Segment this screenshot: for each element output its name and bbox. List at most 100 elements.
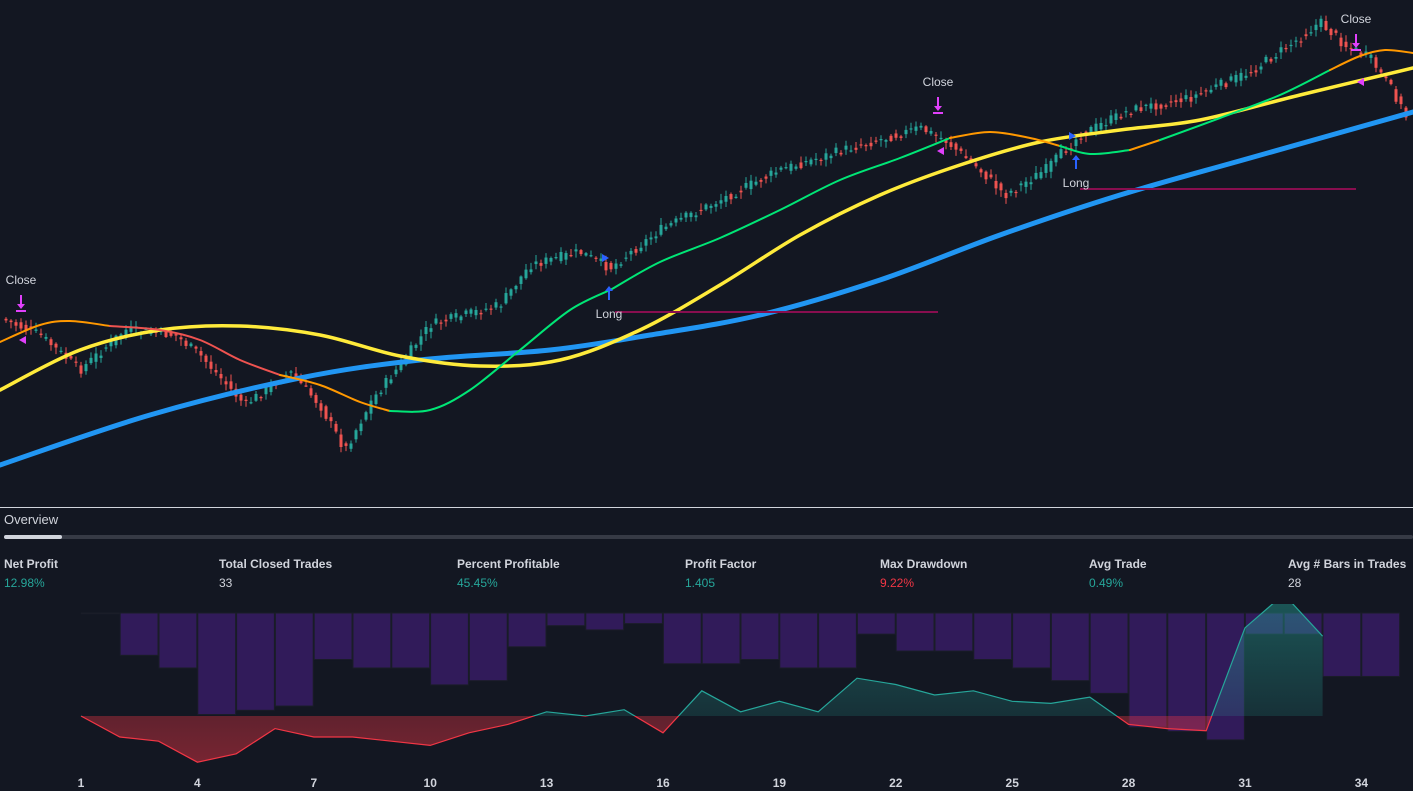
metric-value: 28 — [1288, 576, 1302, 590]
candle-body — [629, 250, 633, 255]
candle-body — [774, 172, 778, 175]
candle-body — [1004, 192, 1008, 199]
candle-body — [209, 361, 213, 369]
candle-body — [1029, 182, 1033, 185]
candle-body — [24, 324, 28, 331]
candle-body — [1134, 105, 1138, 111]
candle-body — [509, 289, 513, 296]
candle-body — [1284, 47, 1288, 50]
candle-body — [1089, 126, 1093, 134]
candle-body — [334, 423, 338, 432]
candle-body — [1239, 72, 1243, 81]
drawdown-bar — [80, 612, 120, 615]
overview-scrollbar-track[interactable] — [4, 535, 1413, 539]
candle-body — [19, 322, 23, 329]
candle-body — [449, 314, 453, 319]
candle-body — [1114, 113, 1118, 120]
candle-body — [1139, 107, 1143, 112]
candle-body — [269, 383, 273, 393]
candle-body — [964, 156, 968, 159]
candle-body — [1349, 48, 1353, 50]
arrow-head — [17, 304, 25, 309]
candle-body — [819, 159, 823, 162]
candle-body — [434, 318, 438, 324]
candle-body — [959, 148, 963, 151]
entry-marker-icon — [602, 254, 609, 262]
candle-body — [824, 153, 828, 160]
candle-body — [1254, 70, 1258, 73]
signal-label: Close — [923, 75, 954, 89]
candle-body — [229, 381, 233, 389]
candle-body — [1234, 74, 1238, 83]
candle-body — [169, 331, 173, 336]
candle-body — [294, 373, 298, 379]
equity-line-positive — [81, 604, 1324, 716]
drawdown-bar — [1361, 612, 1401, 677]
candle-body — [1289, 44, 1293, 47]
signal-close: Close — [923, 75, 954, 114]
candle-body — [54, 343, 58, 348]
equity-positive-area — [81, 604, 1323, 716]
candle-body — [1264, 56, 1268, 63]
x-tick-label: 13 — [540, 776, 554, 790]
candle-body — [669, 223, 673, 226]
candle-body — [484, 308, 488, 310]
metric-value: 1.405 — [685, 576, 716, 590]
close-arrow-icon — [1351, 34, 1361, 51]
candle-body — [534, 261, 538, 265]
candle-body — [704, 204, 708, 210]
candle-body — [999, 183, 1003, 191]
candle-body — [469, 309, 473, 314]
panel-divider[interactable] — [0, 507, 1413, 508]
drawdown-bar — [779, 612, 819, 669]
drawdown-bar — [119, 612, 159, 656]
metric-label: Total Closed Trades — [219, 557, 333, 571]
ma-fast-segment — [0, 319, 111, 343]
candle-body — [599, 258, 603, 261]
signal-label: Close — [1341, 12, 1372, 26]
candle-body — [174, 334, 178, 336]
candle-body — [359, 423, 363, 432]
candle-body — [84, 364, 88, 372]
overview-scrollbar-thumb[interactable] — [4, 535, 62, 539]
candle-body — [814, 158, 818, 160]
candle-body — [724, 195, 728, 202]
long-arrow-icon — [1072, 155, 1080, 169]
candle-body — [624, 257, 628, 259]
equity-chart[interactable]: 1 4 7 10 13 16 19 22 25 28 31 34 — [0, 604, 1413, 791]
price-chart[interactable]: Close Long Close Long Close — [0, 0, 1413, 507]
x-tick-label: 34 — [1355, 776, 1369, 790]
arrow-head — [1352, 43, 1360, 48]
x-tick-label: 19 — [773, 776, 787, 790]
candle-body — [14, 322, 18, 326]
candle-body — [1309, 32, 1313, 34]
candle-body — [539, 262, 543, 266]
candle-body — [644, 239, 648, 246]
close-arrow-icon — [16, 295, 26, 312]
candle-body — [1199, 93, 1203, 95]
candle-body — [1229, 76, 1233, 81]
candle-body — [909, 128, 913, 130]
ma-fast-segment — [389, 289, 611, 413]
drawdown-bar — [701, 612, 741, 665]
candle-body — [379, 392, 383, 395]
drawdown-bar — [1050, 612, 1090, 682]
signal-long: Long — [1063, 155, 1089, 190]
ma-fast-segment — [1129, 139, 1161, 151]
candle-body — [864, 145, 868, 147]
candle-body — [784, 167, 788, 169]
metric-percent-profitable: Percent Profitable 45.45% — [457, 557, 560, 590]
candle-body — [779, 167, 783, 170]
candle-body — [604, 262, 608, 271]
candle-body — [239, 394, 243, 401]
overview-tab[interactable]: Overview — [4, 512, 59, 527]
candle-body — [694, 215, 698, 218]
candle-body — [419, 336, 423, 345]
drawdown-bar — [158, 612, 198, 669]
candle-body — [1374, 57, 1378, 68]
candle-body — [899, 136, 903, 138]
candle-body — [1164, 105, 1168, 107]
candle-body — [584, 253, 588, 256]
candle-body — [1214, 84, 1218, 87]
metric-label: Percent Profitable — [457, 557, 560, 571]
